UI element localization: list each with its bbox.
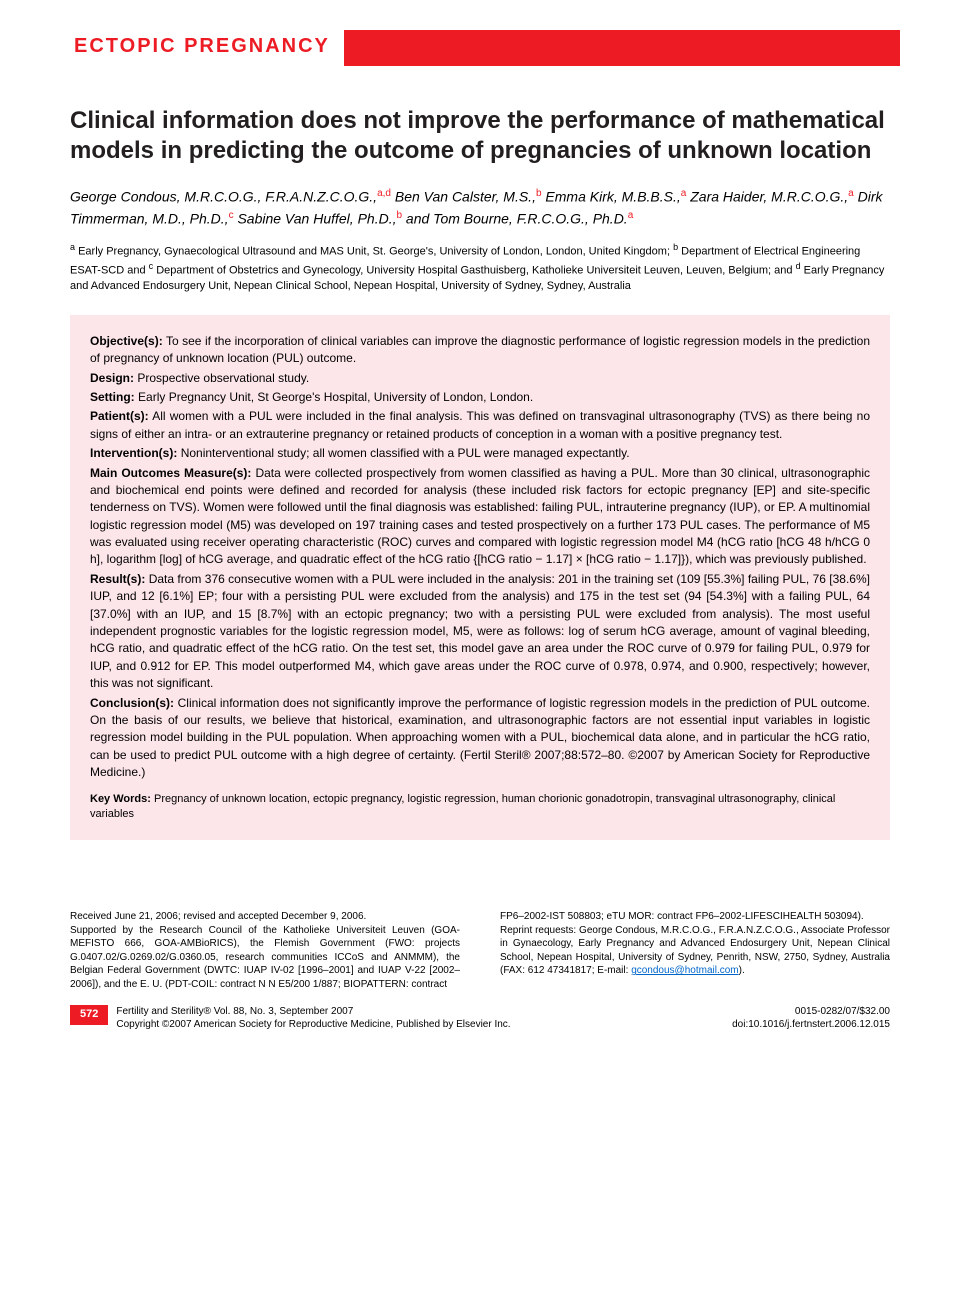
abstract-setting-text: Early Pregnancy Unit, St George's Hospit… bbox=[138, 390, 533, 404]
reprint-email-link[interactable]: gcondous@hotmail.com bbox=[631, 965, 738, 976]
footnote-right: FP6–2002-IST 508803; eTU MOR: contract F… bbox=[500, 910, 890, 991]
abstract-keywords-label: Key Words: bbox=[90, 793, 151, 805]
page-footer-left: 572 Fertility and Sterility® Vol. 88, No… bbox=[70, 1005, 511, 1031]
page-number: 572 bbox=[70, 1005, 108, 1024]
abstract-setting-label: Setting: bbox=[90, 390, 135, 404]
doi: doi:10.1016/j.fertnstert.2006.12.015 bbox=[732, 1018, 890, 1031]
abstract-outcomes-text: Data were collected prospectively from w… bbox=[90, 466, 870, 567]
abstract-design-label: Design: bbox=[90, 371, 134, 385]
reprint-requests: Reprint requests: George Condous, M.R.C.… bbox=[500, 924, 890, 978]
abstract-interventions-text: Noninterventional study; all women class… bbox=[181, 446, 630, 460]
copyright-line: Copyright ©2007 American Society for Rep… bbox=[116, 1018, 510, 1031]
abstract-patients: Patient(s): All women with a PUL were in… bbox=[90, 408, 870, 443]
page-footer: 572 Fertility and Sterility® Vol. 88, No… bbox=[60, 1005, 900, 1031]
abstract-outcomes-label: Main Outcomes Measure(s): bbox=[90, 466, 251, 480]
abstract-results-label: Result(s): bbox=[90, 572, 145, 586]
authors-list: George Condous, M.R.C.O.G., F.R.A.N.Z.C.… bbox=[60, 186, 900, 229]
abstract-box: Objective(s): To see if the incorporatio… bbox=[70, 315, 890, 841]
abstract-design-text: Prospective observational study. bbox=[137, 371, 309, 385]
supported-continued: FP6–2002-IST 508803; eTU MOR: contract F… bbox=[500, 910, 890, 924]
issn-price: 0015-0282/07/$32.00 bbox=[732, 1005, 890, 1018]
supported-by: Supported by the Research Council of the… bbox=[70, 924, 460, 992]
abstract-objective-label: Objective(s): bbox=[90, 334, 163, 348]
journal-citation: Fertility and Sterility® Vol. 88, No. 3,… bbox=[116, 1005, 510, 1018]
received-date: Received June 21, 2006; revised and acce… bbox=[70, 910, 460, 924]
abstract-interventions-label: Intervention(s): bbox=[90, 446, 177, 460]
abstract-patients-text: All women with a PUL were included in th… bbox=[90, 409, 870, 440]
abstract-objective-text: To see if the incorporation of clinical … bbox=[90, 334, 870, 365]
abstract-conclusions: Conclusion(s): Clinical information does… bbox=[90, 695, 870, 782]
category-banner: ECTOPIC PREGNANCY bbox=[60, 30, 900, 66]
abstract-conclusions-text: Clinical information does not significan… bbox=[90, 696, 870, 780]
page-footer-right: 0015-0282/07/$32.00 doi:10.1016/j.fertns… bbox=[732, 1005, 890, 1031]
abstract-results-text: Data from 376 consecutive women with a P… bbox=[90, 572, 870, 690]
abstract-design: Design: Prospective observational study. bbox=[90, 370, 870, 387]
abstract-interventions: Intervention(s): Noninterventional study… bbox=[90, 445, 870, 462]
abstract-objective: Objective(s): To see if the incorporatio… bbox=[90, 333, 870, 368]
abstract-patients-label: Patient(s): bbox=[90, 409, 149, 423]
affiliations: a Early Pregnancy, Gynaecological Ultras… bbox=[60, 241, 900, 294]
category-label: ECTOPIC PREGNANCY bbox=[60, 26, 344, 66]
abstract-setting: Setting: Early Pregnancy Unit, St George… bbox=[90, 389, 870, 406]
abstract-conclusions-label: Conclusion(s): bbox=[90, 696, 174, 710]
abstract-keywords: Key Words: Pregnancy of unknown location… bbox=[90, 792, 870, 823]
footnote-left: Received June 21, 2006; revised and acce… bbox=[70, 910, 460, 991]
abstract-keywords-text: Pregnancy of unknown location, ectopic p… bbox=[90, 793, 835, 820]
abstract-outcomes: Main Outcomes Measure(s): Data were coll… bbox=[90, 465, 870, 569]
article-title: Clinical information does not improve th… bbox=[60, 106, 900, 166]
reprint-end: ). bbox=[739, 965, 745, 976]
article-footnotes: Received June 21, 2006; revised and acce… bbox=[60, 910, 900, 991]
abstract-results: Result(s): Data from 376 consecutive wom… bbox=[90, 571, 870, 693]
